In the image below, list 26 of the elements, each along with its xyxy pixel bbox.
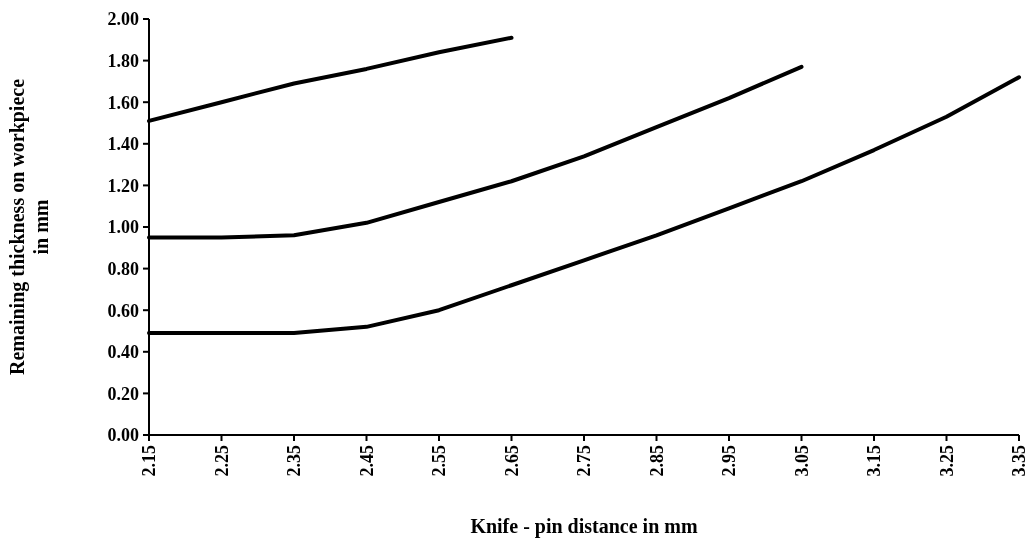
y-tick-label: 1.40 bbox=[107, 134, 139, 155]
x-tick-label: 2.85 bbox=[646, 445, 667, 477]
x-tick-label: 2.25 bbox=[211, 445, 232, 477]
x-tick-label: 3.05 bbox=[791, 445, 812, 477]
x-tick-label: 2.95 bbox=[719, 445, 740, 477]
y-tick-label: 0.20 bbox=[107, 383, 139, 404]
y-axis-title: Remaining thickness on workpiece in mm bbox=[6, 78, 52, 376]
y-tick-label: 1.00 bbox=[107, 217, 139, 238]
y-tick-label: 0.60 bbox=[107, 300, 139, 321]
y-tick-label: 1.20 bbox=[107, 175, 139, 196]
x-tick-label: 2.75 bbox=[574, 445, 595, 477]
y-tick-label: 1.60 bbox=[107, 92, 139, 113]
x-tick-label: 3.25 bbox=[936, 445, 957, 477]
x-tick-label: 2.45 bbox=[356, 445, 377, 477]
x-tick-label: 3.15 bbox=[864, 445, 885, 477]
y-tick-label: 0.80 bbox=[107, 258, 139, 279]
x-tick-label: 2.35 bbox=[284, 445, 305, 477]
x-tick-label: 3.35 bbox=[1009, 445, 1030, 477]
x-tick-label: 2.55 bbox=[429, 445, 450, 477]
y-tick-label: 2.00 bbox=[107, 9, 139, 30]
x-tick-label: 2.15 bbox=[139, 445, 160, 477]
y-tick-label: 1.80 bbox=[107, 50, 139, 71]
y-tick-label: 0.40 bbox=[107, 342, 139, 363]
x-tick-label: 2.65 bbox=[501, 445, 522, 477]
y-tick-label: 0.00 bbox=[107, 425, 139, 446]
x-axis-title: Knife - pin distance in mm bbox=[470, 515, 698, 538]
